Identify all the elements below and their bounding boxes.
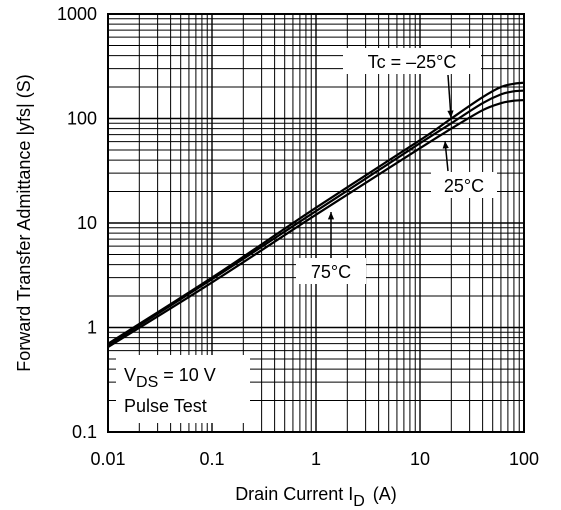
- curve-tc-25: [107, 89, 525, 346]
- label-box-tc-minus25: [343, 48, 481, 74]
- x-axis-label: Drain Current ID (A): [235, 484, 397, 510]
- y-tick-label: 100: [67, 109, 97, 129]
- label-tc-25: 25°C: [444, 176, 484, 196]
- label-box-tc-75: [296, 258, 366, 284]
- x-axis-label-unit: (A): [373, 484, 397, 504]
- label-vds-main: V: [124, 365, 136, 385]
- x-tick-label: 1: [311, 449, 321, 469]
- y-tick-label: 10: [77, 213, 97, 233]
- curve-tc-75: [107, 99, 525, 349]
- grid: [108, 14, 524, 432]
- label-vds-rest: = 10 V: [158, 365, 216, 385]
- label-box-vds: [116, 355, 250, 423]
- label-vds-sub: DS: [136, 374, 158, 391]
- label-box-tc-25: [431, 172, 497, 198]
- x-tick-labels: 0.01 0.1 1 10 100: [90, 449, 539, 469]
- x-tick-label: 0.1: [199, 449, 224, 469]
- curve-tc-minus25: [107, 81, 525, 345]
- arrow-tc-minus25-head: [447, 110, 454, 118]
- arrow-tc-25-head: [442, 141, 449, 149]
- x-tick-label: 0.01: [90, 449, 125, 469]
- label-vds: VDS = 10 V: [124, 365, 216, 391]
- y-axis-label: Forward Transfer Admittance |yfs| (S): [14, 74, 34, 371]
- y-tick-label: 1: [87, 318, 97, 338]
- x-axis-label-main: Drain Current I: [235, 484, 353, 504]
- annotations: Tc = –25°C 25°C 75°C VDS = 10 V Pulse Test: [116, 48, 497, 423]
- x-axis-label-sub: D: [353, 493, 365, 510]
- arrow-tc-75-head: [327, 212, 335, 220]
- label-tc-minus25: Tc = –25°C: [368, 52, 457, 72]
- y-tick-labels: 0.1 1 10 100 1000: [57, 4, 97, 442]
- y-tick-label: 1000: [57, 4, 97, 24]
- x-tick-label: 100: [509, 449, 539, 469]
- curves: [107, 81, 525, 349]
- y-tick-label: 0.1: [72, 422, 97, 442]
- label-tc-75: 75°C: [311, 262, 351, 282]
- x-tick-label: 10: [410, 449, 430, 469]
- plot-frame: [107, 13, 525, 433]
- label-pulse-test: Pulse Test: [124, 396, 207, 416]
